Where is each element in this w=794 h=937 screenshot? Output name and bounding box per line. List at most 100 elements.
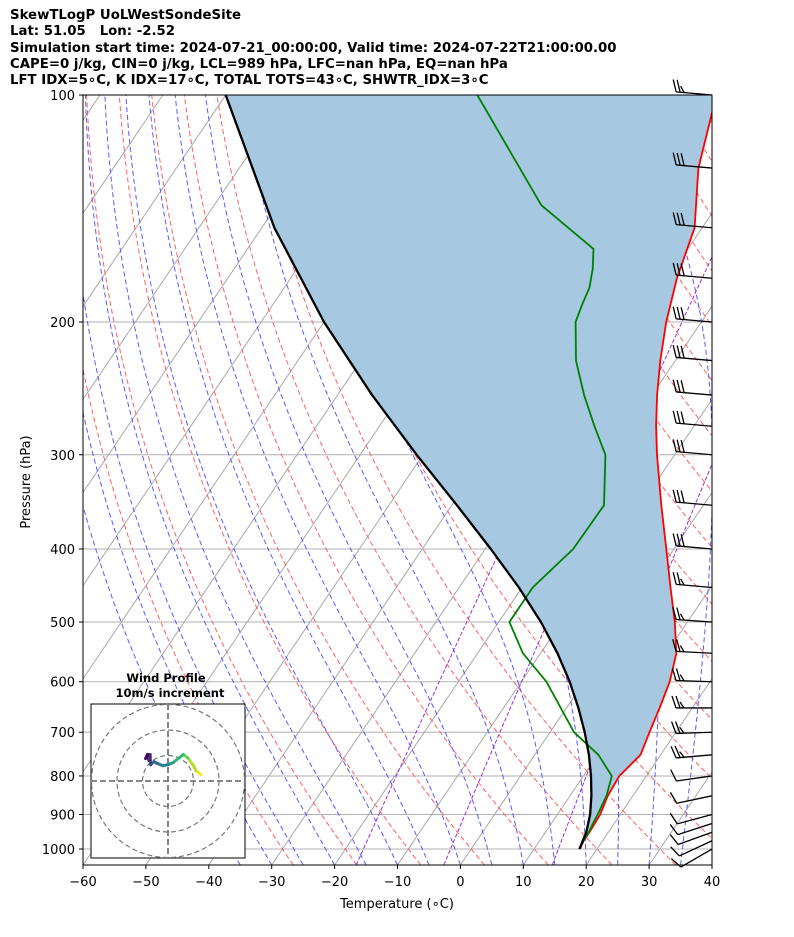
- wind-barb-flag: [669, 812, 678, 825]
- wind-barb-staff: [676, 795, 713, 804]
- y-tick-label: 300: [50, 449, 75, 464]
- wind-barb-staff: [676, 164, 713, 169]
- wind-barb-flag: [674, 721, 681, 734]
- wind-barb-flag: [672, 439, 677, 452]
- dry-adiabat: [248, 95, 677, 865]
- y-tick-label: 500: [50, 616, 75, 631]
- wind-barb-flag: [679, 674, 685, 682]
- moist-adiabat: [83, 290, 304, 865]
- wind-barb-staff: [676, 583, 713, 589]
- wind-barb-staff: [676, 91, 713, 96]
- axes: −60 −50 −40 −30 −20 −10 0 10 20 30 40 1000 900 800 700…: [42, 89, 720, 890]
- chart-header: SkewTLogP UoLWestSondeSite Lat: 51.05 Lo…: [10, 8, 617, 89]
- dry-adiabat: [83, 366, 294, 865]
- profile-lines: [224, 95, 712, 850]
- wind-barb-flag: [672, 344, 677, 358]
- moist-adiabat: [204, 95, 493, 865]
- wind-barb-flag: [670, 858, 682, 868]
- wind-barb-flag: [672, 533, 677, 546]
- wind-barb-flag: [676, 411, 681, 424]
- wind-barb-staff: [677, 831, 713, 846]
- x-tick-label: 0: [456, 875, 464, 890]
- wind-barb-flag: [676, 489, 681, 503]
- wind-barb-staff: [676, 545, 713, 550]
- indices-line: LFT IDX=5∘C, K IDX=17∘C, TOTAL TOTS=43∘C…: [10, 73, 489, 89]
- hodograph-subtitle: 10m/s increment: [116, 686, 225, 700]
- y-tick-label: 700: [50, 726, 75, 741]
- moist-adiabat: [240, 95, 524, 865]
- wind-barb-flag: [680, 380, 685, 393]
- wind-barb-flag: [680, 153, 685, 166]
- wind-barb-flag: [680, 212, 685, 226]
- wind-barb-flag: [676, 639, 681, 652]
- x-axis-label: Temperature (∘C): [339, 897, 454, 912]
- x-tick-label: −20: [321, 875, 348, 890]
- wind-barb-flag: [675, 668, 681, 681]
- dry-adiabat: [118, 95, 422, 865]
- dry-adiabat: [770, 95, 794, 865]
- wind-barb-flag: [670, 846, 680, 857]
- profile-line: [224, 95, 593, 850]
- y-tick-label: 200: [50, 316, 75, 331]
- x-tick-label: −10: [384, 875, 411, 890]
- wind-barb-flag: [676, 79, 681, 93]
- moist-adiabat: [744, 95, 794, 865]
- wind-barb-flag: [676, 306, 681, 320]
- wind-barb-flag: [672, 639, 677, 652]
- wind-barb-flag: [674, 745, 681, 758]
- y-tick-label: 900: [50, 809, 75, 824]
- cape-shading: [225, 95, 712, 849]
- wind-barb-flag: [676, 212, 681, 226]
- chart-title: SkewTLogP UoLWestSondeSite: [10, 8, 242, 23]
- y-tick-label: 400: [50, 543, 75, 558]
- wind-barb-flag: [676, 345, 681, 358]
- wind-barb-staff: [676, 775, 713, 782]
- wind-barbs: [669, 79, 713, 868]
- wind-barb-flag: [672, 79, 677, 93]
- x-tick-label: 40: [704, 875, 721, 890]
- wind-barb-staff: [676, 223, 713, 229]
- wind-barb-flag: [672, 607, 677, 620]
- wind-barb-flag: [670, 721, 677, 734]
- wind-barb-flag: [676, 379, 681, 393]
- wind-barb-staff: [676, 274, 713, 279]
- wind-barb-flag: [671, 695, 677, 709]
- wind-barb-staff: [677, 822, 713, 836]
- wind-barb-staff: [676, 618, 713, 623]
- wind-barb-staff: [680, 848, 713, 868]
- wind-barb-flag: [680, 411, 685, 424]
- moist-adiabat: [711, 861, 712, 865]
- x-tick-label: −60: [69, 875, 96, 890]
- wind-barb-flag: [676, 572, 681, 585]
- wind-barb-flag: [672, 489, 677, 503]
- wind-barb-flag: [676, 533, 681, 547]
- wind-barb-staff: [676, 501, 713, 506]
- wind-barb-flag: [672, 379, 677, 393]
- moist-adiabat: [174, 95, 461, 865]
- wind-barb-flag: [676, 263, 681, 276]
- hodograph-trace: [144, 752, 150, 761]
- x-tick-label: 20: [578, 875, 595, 890]
- wind-barb-flag: [680, 578, 685, 586]
- wind-barb-flag: [675, 695, 681, 709]
- wind-barb-flag: [672, 410, 677, 424]
- wind-barb-staff: [676, 650, 713, 654]
- isotherm-line: [711, 864, 712, 865]
- wind-barb-flag: [679, 726, 685, 734]
- isotherm-line: [83, 95, 227, 308]
- location-line: Lat: 51.05 Lon: -2.52: [10, 24, 176, 40]
- profile-line: [476, 95, 613, 850]
- moist-adiabat: [104, 95, 367, 865]
- wind-barb-staff: [679, 840, 713, 857]
- wind-barb-staff: [675, 679, 713, 683]
- stability-line: CAPE=0 j/kg, CIN=0 j/kg, LCL=989 hPa, LF…: [10, 56, 508, 72]
- wind-barb-flag: [670, 769, 677, 782]
- dry-adiabat: [151, 95, 485, 865]
- moist-adiabat: [125, 95, 398, 865]
- dry-adiabat: [216, 95, 613, 865]
- wind-barb-flag: [680, 534, 685, 547]
- wind-barb-flag: [680, 490, 685, 503]
- hodograph-inset: Wind Profile 10m/s increment: [90, 671, 246, 859]
- x-tick-label: −50: [132, 875, 159, 890]
- dry-adiabat: [183, 95, 549, 865]
